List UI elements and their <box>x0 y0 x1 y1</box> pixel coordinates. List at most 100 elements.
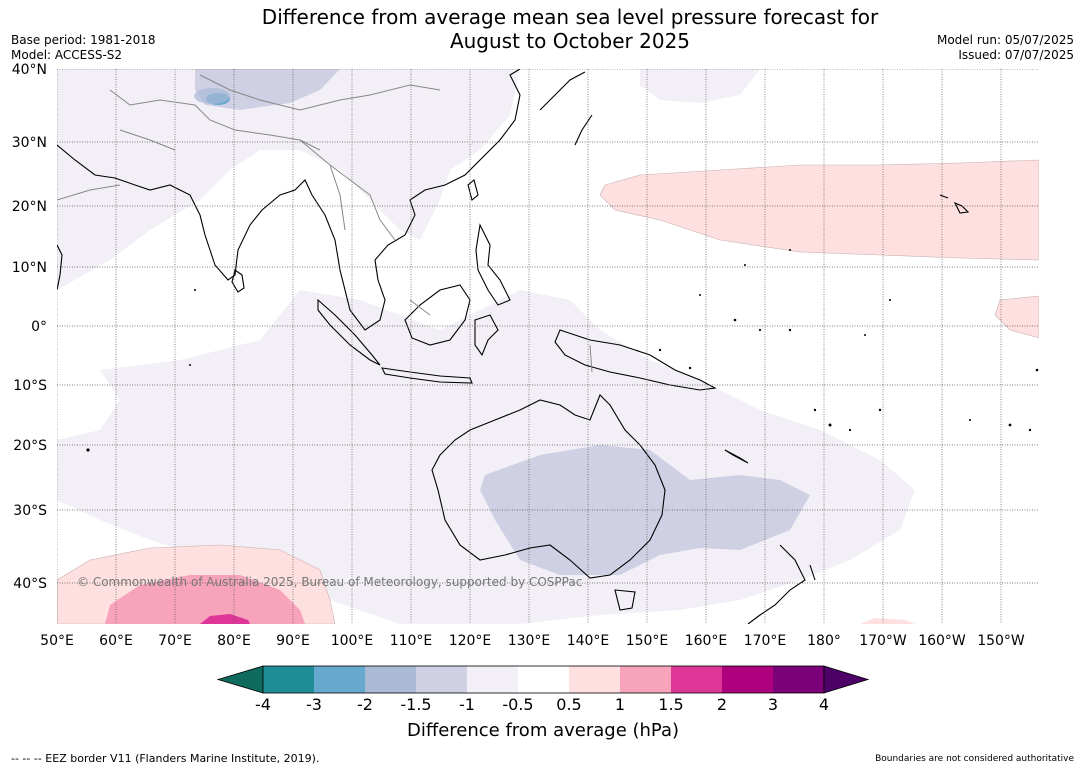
colorbar-segment <box>620 666 671 693</box>
longitude-labels: 50°E 60°E 70°E 80°E 90°E 100°E 110°E 120°E 130°E… <box>40 633 1025 649</box>
metadata-right: Model run: 05/07/2025 Issued: 07/07/2025 <box>937 33 1074 63</box>
coastline-new-guinea <box>554 329 717 391</box>
longitude-label: 120°E <box>449 633 492 649</box>
longitude-label: 90°E <box>276 633 310 649</box>
colorbar-extend-low <box>216 665 264 694</box>
latitude-labels: 40°N 30°N 20°N 10°N 0° 10°S 20°S 30°S 40°S <box>12 62 47 592</box>
latitude-label: 30°N <box>12 135 47 151</box>
colorbar-tick-label: -2 <box>357 695 373 714</box>
coastline-new-caledonia <box>724 449 749 464</box>
coastline-tasmania <box>614 589 636 611</box>
colorbar-segment <box>365 666 416 693</box>
longitude-label: 150°W <box>977 633 1025 649</box>
colorbar: -4 -3 -2 -1.5 -1 -0.5 0.5 1 1.5 2 3 4 <box>216 665 870 714</box>
model-run: Model run: 05/07/2025 <box>936 33 1074 47</box>
colorbar-segment <box>518 666 569 693</box>
colorbar-segment <box>416 666 467 693</box>
issued-date: Issued: 07/07/2025 <box>958 48 1074 62</box>
colorbar-tick-label: 2 <box>717 695 727 714</box>
base-period: Base period: 1981-2018 <box>11 33 156 47</box>
border-lines <box>57 74 593 373</box>
coastline-arabia-india <box>57 144 313 281</box>
longitude-label: 100°E <box>331 633 374 649</box>
latitude-label: 40°S <box>13 576 47 592</box>
latitude-label: 20°S <box>13 438 47 454</box>
coastline-taiwan <box>467 179 479 201</box>
colorbar-extend-high <box>823 665 870 694</box>
colorbar-segment <box>569 666 620 693</box>
coastline-southeast-asia <box>311 69 521 331</box>
colorbar-tick-label: 0.5 <box>556 695 581 714</box>
colorbar-tick-label: 3 <box>768 695 778 714</box>
colorbar-label: Difference from average (hPa) <box>407 720 679 741</box>
anomaly-region-light-purple-pacific <box>640 69 760 103</box>
longitude-label: 110°E <box>390 633 433 649</box>
colorbar-segment <box>263 666 314 693</box>
coastline-hawaii <box>939 194 970 214</box>
longitude-label: 170°W <box>859 633 907 649</box>
longitude-label: 80°E <box>217 633 251 649</box>
longitude-label: 60°E <box>99 633 133 649</box>
anomaly-region-pink-southeast <box>860 618 915 624</box>
colorbar-segment <box>671 666 722 693</box>
longitude-label: 170°E <box>744 633 787 649</box>
country-borders <box>57 74 593 373</box>
coastline-borneo <box>404 284 471 346</box>
title-line-2: August to October 2025 <box>449 29 691 53</box>
anomaly-spot-grey-blue <box>194 88 230 104</box>
colorbar-tick-label: -3 <box>306 695 322 714</box>
colorbar-tick-label: -1 <box>459 695 475 714</box>
longitude-label: 140°E <box>567 633 610 649</box>
latitude-label: 40°N <box>12 62 47 78</box>
title-line-1: Difference from average mean sea level p… <box>261 5 879 29</box>
anomaly-region-pink-east <box>994 295 1039 339</box>
colorbar-segment <box>467 666 518 693</box>
colorbar-segment <box>773 666 824 693</box>
eez-border-note: -- -- -- EEZ border V11 (Flanders Marine… <box>11 752 320 765</box>
coastline-philippines <box>475 223 511 306</box>
metadata-left: Base period: 1981-2018 Model: ACCESS-S2 <box>11 33 156 63</box>
anomaly-region-mid-pink-southwest <box>105 575 305 624</box>
longitude-label: 160°W <box>918 633 966 649</box>
colorbar-tick-label: 1.5 <box>658 695 683 714</box>
anomaly-region-pink-north-pacific <box>599 159 1039 261</box>
model-name: Model: ACCESS-S2 <box>11 48 123 62</box>
coastline-africa-horn <box>57 244 63 291</box>
coastlines <box>57 69 970 624</box>
anomaly-region-magenta-southwest <box>200 614 250 624</box>
pacific-islands <box>86 249 1039 452</box>
coastline-sulawesi <box>474 314 499 357</box>
coastline-new-zealand <box>747 544 816 624</box>
coastline-korea-japan <box>539 71 593 146</box>
latitude-label: 0° <box>31 319 47 335</box>
latitude-label: 30°S <box>13 503 47 519</box>
longitude-label: 130°E <box>508 633 551 649</box>
longitude-label: 70°E <box>158 633 192 649</box>
coastline-australia <box>431 394 666 579</box>
map-title: Difference from average mean sea level p… <box>0 5 1085 53</box>
colorbar-tick-label: -0.5 <box>502 695 533 714</box>
colorbar-tick-label: -1.5 <box>400 695 431 714</box>
colorbar-segment <box>722 666 773 693</box>
coastline-sri-lanka <box>231 269 245 293</box>
boundaries-disclaimer: Boundaries are not considered authoritat… <box>875 754 1074 764</box>
longitude-label: 50°E <box>40 633 74 649</box>
anomaly-region-lavender-north <box>195 69 340 110</box>
copyright-notice: © Commonwealth of Australia 2025, Bureau… <box>77 575 582 589</box>
coastline-sumatra <box>317 298 381 366</box>
colorbar-segment <box>314 666 365 693</box>
anomaly-region-light-purple-north <box>57 69 520 290</box>
longitude-label: 150°E <box>626 633 669 649</box>
longitude-label: 160°E <box>685 633 728 649</box>
graticule <box>57 69 1039 624</box>
colorbar-tick-label: -4 <box>255 695 271 714</box>
latitude-label: 10°N <box>12 260 47 276</box>
map-panel: © Commonwealth of Australia 2025, Bureau… <box>57 69 1039 624</box>
latitude-label: 10°S <box>13 378 47 394</box>
colorbar-tick-label: 4 <box>819 695 829 714</box>
latitude-label: 20°N <box>12 199 47 215</box>
longitude-label: 180° <box>807 633 841 649</box>
colorbar-tick-label: 1 <box>615 695 625 714</box>
coastline-java <box>381 367 473 384</box>
